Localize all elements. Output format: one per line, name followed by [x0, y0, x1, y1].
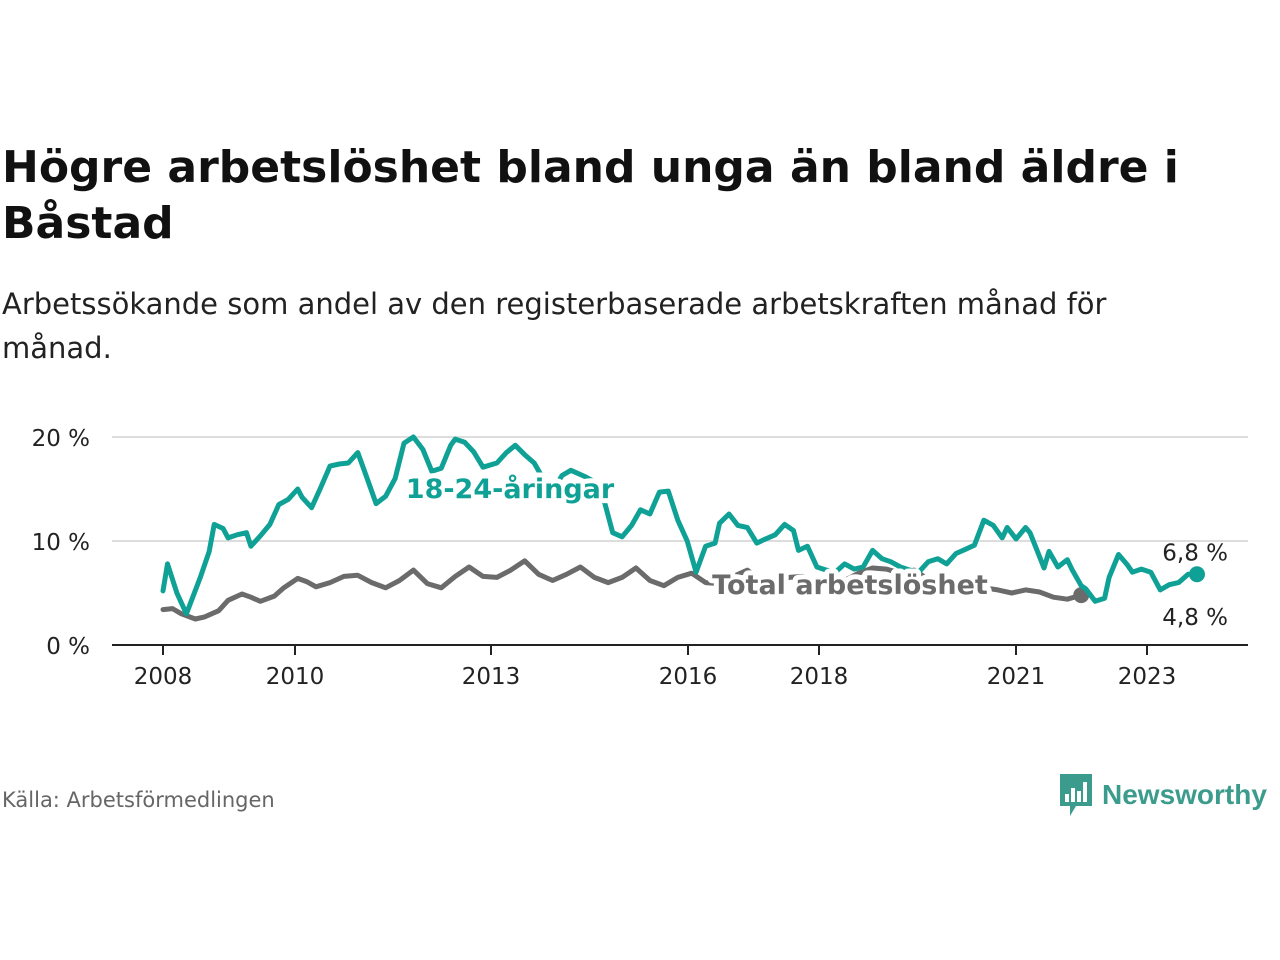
series-line-1 — [160, 558, 1084, 622]
y-tick-label: 10 % — [32, 530, 90, 556]
y-tick-label: 20 % — [32, 426, 90, 452]
series-line-0 — [160, 434, 1200, 617]
x-tick-label: 2013 — [462, 664, 521, 690]
series-lines — [160, 434, 1205, 622]
x-tick-label: 2021 — [987, 664, 1046, 690]
x-tick-label: 2016 — [659, 664, 718, 690]
x-tick-label: 2008 — [134, 664, 193, 690]
line-chart: 0 % 10 % 20 % 2008 2010 2013 2016 2018 2021 2023… — [32, 426, 1248, 690]
x-tick-label: 2023 — [1118, 664, 1177, 690]
series-end-label-0: 6,8 % — [1162, 540, 1228, 566]
series-name-1: Total arbetslöshet — [712, 570, 988, 601]
series-labels: 4,8 % 6,8 % 18-24-åringar Total arbetslöshe… — [401, 468, 1228, 631]
newsworthy-logo: Newsworthy — [1058, 772, 1267, 818]
series-end-label-1: 4,8 % — [1162, 605, 1228, 631]
brand-name: Newsworthy — [1102, 779, 1267, 810]
chart-subtitle: Arbetssökande som andel av den registerb… — [2, 287, 1107, 365]
chart-title: Högre arbetslöshet bland unga än bland ä… — [2, 142, 1179, 249]
x-axis-ticks: 2008 2010 2013 2016 2018 2021 2023 — [134, 645, 1177, 690]
series-end-point-0 — [1189, 566, 1205, 583]
x-tick-label: 2018 — [790, 664, 849, 690]
gridlines — [112, 436, 1248, 542]
y-axis-ticks: 0 % 10 % 20 % — [32, 426, 90, 660]
bar-chart-icon — [1060, 774, 1092, 816]
series-name-0: 18-24-åringar — [406, 473, 615, 505]
y-tick-label: 0 % — [46, 634, 90, 660]
x-tick-label: 2010 — [266, 664, 325, 690]
source-note: Källa: Arbetsförmedlingen — [2, 788, 275, 812]
